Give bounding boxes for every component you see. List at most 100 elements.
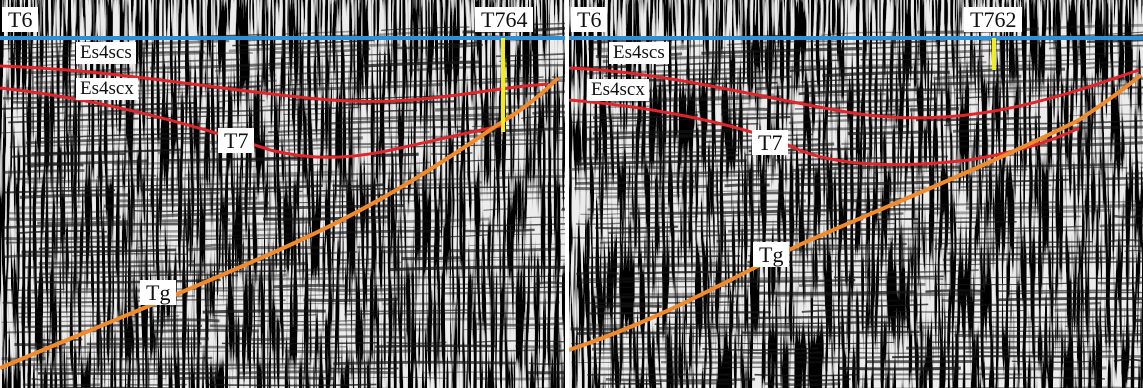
reflector-line [157,218,231,223]
reflector-line [795,356,884,360]
reflector-line [569,176,634,180]
reflector-line [1126,366,1143,369]
reflector-line [947,250,1109,256]
reflector-line [31,148,184,155]
reflector-line [104,165,259,171]
reflector-line [984,376,1105,380]
reflector-line [816,186,927,191]
reflector-line [22,112,65,116]
reflector-line [533,281,565,286]
reflector-line [572,110,715,116]
reflector-line [799,207,946,213]
reflector-line [857,61,987,67]
reflector-line [340,376,447,380]
reflector-line [251,345,348,349]
reflector-line [442,291,565,295]
reflector-line [907,292,982,297]
reflector-line [237,370,396,375]
reflector-line [8,117,139,124]
strata-lines-right [569,23,1143,388]
reflector-line [22,383,101,387]
reflector-line [394,317,565,321]
reflector-line [876,277,944,281]
reflector-line [18,315,111,318]
reflector-line [683,304,781,307]
reflector-line [228,43,400,53]
reflector-line [1026,92,1143,98]
reflector-line [218,293,333,297]
reflector-line [965,350,1112,354]
reflector-line [515,216,565,220]
reflector-line [542,228,565,231]
reflector-line [1125,171,1143,175]
reflector-line [755,83,911,91]
reflector-line [915,87,1094,95]
reflector-line [216,99,265,103]
reflector-line [934,282,1080,286]
reflector-line [245,275,443,281]
reflector-line [937,60,1137,68]
reflector-line [386,341,447,345]
reflector-line [339,261,403,264]
reflector-line [174,93,246,99]
reflector-line [1028,141,1143,147]
reflector-line [232,39,375,47]
reflector-line [38,245,126,250]
label-well: T762 [964,7,1023,32]
reflector-line [591,294,747,299]
reflector-line [371,152,419,157]
reflector-line [575,179,695,185]
reflector-line [153,211,291,218]
reflector-line [833,275,944,279]
reflector-line [553,139,565,142]
reflector-line [1098,330,1143,332]
reflector-line [34,367,218,372]
reflector-line [814,39,945,46]
reflector-line [454,158,565,163]
reflector-line [103,201,269,208]
reflector-line [463,169,565,173]
reflector-line [1002,58,1101,63]
reflector-line [133,311,187,314]
reflector-line [931,208,1111,215]
reflector-line [1010,173,1102,177]
reflector-line [245,157,304,163]
reflector-line [222,220,311,226]
reflector-line [28,184,179,189]
reflector-line [218,250,358,256]
reflector-line [8,362,113,367]
reflector-line [575,222,622,225]
reflector-line [116,196,258,203]
reflector-line [532,32,565,37]
reflector-line [679,164,776,169]
reflector-line [361,161,431,166]
reflector-line [996,297,1143,302]
reflector-line [952,125,1143,133]
reflector-line [688,75,792,81]
reflector-line [1052,346,1143,349]
reflector-line [4,189,116,194]
reflector-line [701,46,863,55]
reflector-line [338,217,490,224]
reflector-line [1099,223,1143,228]
reflector-line [366,283,515,287]
reflector-line [476,322,565,327]
reflector-line [263,215,389,221]
reflector-line [456,126,565,133]
reflector-line [2,169,85,174]
reflector-line [591,355,763,360]
reflector-line [311,186,508,192]
reflector-line [150,318,220,323]
reflector-line [1102,176,1143,181]
reflector-line [12,98,100,104]
reflector-line [911,220,1017,225]
reflector-line [801,78,920,83]
reflector-line [893,143,1019,150]
reflector-line [758,290,915,295]
reflector-line [2,40,106,46]
reflector-line [237,171,434,179]
reflector-line [97,337,209,341]
reflector-line [183,136,363,145]
reflector-line [957,67,1066,74]
reflector-line [645,221,709,224]
